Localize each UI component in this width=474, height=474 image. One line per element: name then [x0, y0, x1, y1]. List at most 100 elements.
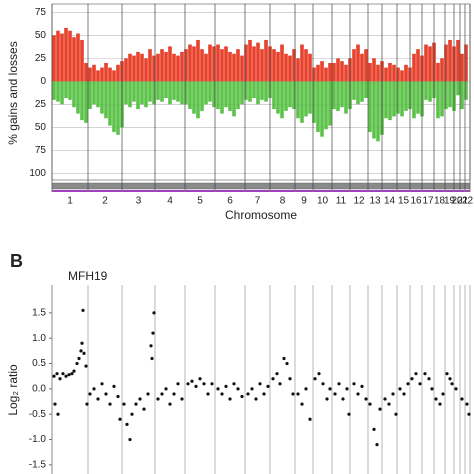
data-point [108, 402, 112, 406]
data-point [291, 392, 295, 396]
gain-bar [104, 62, 108, 82]
gain-bar [80, 39, 84, 82]
data-point [128, 437, 132, 442]
ideogram [460, 182, 465, 190]
data-point [258, 382, 262, 386]
loss-bar [216, 81, 220, 110]
data-point [180, 397, 184, 401]
ideogram-stripe [368, 190, 382, 192]
data-point [52, 374, 56, 378]
x-tick-label: 15 [398, 196, 410, 207]
data-point [296, 392, 300, 396]
data-point [84, 364, 88, 368]
data-point [125, 422, 129, 426]
loss-bar [448, 81, 452, 108]
gain-bar [316, 64, 320, 82]
loss-bar [168, 81, 172, 105]
data-point [112, 384, 116, 388]
ideogram-stripe [350, 190, 368, 192]
loss-bar [456, 81, 460, 96]
data-point [206, 392, 210, 396]
y-tick-label: -1.5 [29, 460, 47, 471]
loss-bar [284, 81, 288, 111]
gain-bar [220, 49, 224, 82]
gain-bar [416, 49, 420, 82]
gain-bar [412, 53, 416, 82]
y-axis-label: % gains and losses [6, 41, 20, 144]
gain-bar [296, 58, 300, 82]
data-point [441, 392, 445, 396]
gain-bar [208, 44, 212, 82]
loss-bar [64, 81, 68, 98]
y-tick-label: 50 [35, 122, 47, 133]
loss-bar [104, 81, 108, 119]
data-point [232, 382, 236, 386]
gain-bar [372, 58, 376, 82]
data-point [92, 387, 96, 391]
ideogram-stripe [410, 190, 422, 192]
loss-bar [248, 81, 252, 102]
ideogram [410, 182, 422, 190]
ideogram-stripe [245, 190, 270, 192]
gain-bar [448, 39, 452, 82]
gain-bar [240, 55, 244, 82]
loss-bar [260, 81, 264, 100]
gain-bar [224, 46, 228, 82]
data-point [450, 382, 454, 386]
y-tick-label: 1.5 [32, 308, 46, 319]
loss-bar [212, 81, 216, 108]
data-point [194, 384, 198, 388]
ideogram-stripe [155, 190, 185, 192]
data-point [85, 402, 89, 406]
gain-bar [288, 55, 292, 82]
loss-bar [336, 81, 340, 111]
data-point [250, 387, 254, 391]
loss-bar [352, 81, 356, 100]
data-point [430, 387, 434, 391]
gain-bar [392, 64, 396, 82]
loss-bar [464, 81, 468, 100]
loss-bar [460, 81, 464, 110]
ideogram-stripe [313, 190, 332, 192]
data-point [317, 372, 321, 376]
loss-bar [424, 81, 428, 100]
ideogram [382, 182, 397, 190]
data-point [406, 382, 410, 386]
loss-bar [76, 81, 80, 114]
gain-bar [184, 49, 188, 82]
gain-bar [440, 58, 444, 82]
loss-bar [176, 81, 180, 102]
gain-bar [140, 53, 144, 82]
gain-bar [212, 46, 216, 82]
data-point [391, 392, 395, 396]
loss-bar [276, 81, 280, 114]
loss-bar [148, 81, 152, 102]
gain-bar [200, 49, 204, 82]
y-tick-label: -0.5 [29, 409, 47, 420]
data-point [53, 402, 57, 406]
data-point [414, 372, 418, 376]
gain-bar [272, 49, 276, 82]
loss-bar [136, 81, 140, 110]
loss-bar [160, 81, 164, 102]
data-point [378, 407, 382, 411]
loss-bar [112, 81, 116, 133]
data-point [198, 377, 202, 381]
x-tick-label: 9 [301, 196, 307, 207]
loss-bar [436, 81, 440, 119]
loss-bar [376, 81, 380, 142]
data-point [220, 392, 224, 396]
loss-bar [264, 81, 268, 102]
loss-bar [340, 81, 344, 108]
data-point [285, 361, 289, 366]
ideogram [454, 182, 460, 190]
gain-bar [304, 49, 308, 82]
data-point [190, 379, 194, 383]
data-point [325, 397, 329, 401]
data-point [236, 387, 240, 391]
loss-bar [356, 81, 360, 105]
data-point [210, 382, 214, 386]
data-point [224, 384, 228, 388]
gain-bar [88, 67, 92, 82]
loss-bar [132, 81, 136, 102]
